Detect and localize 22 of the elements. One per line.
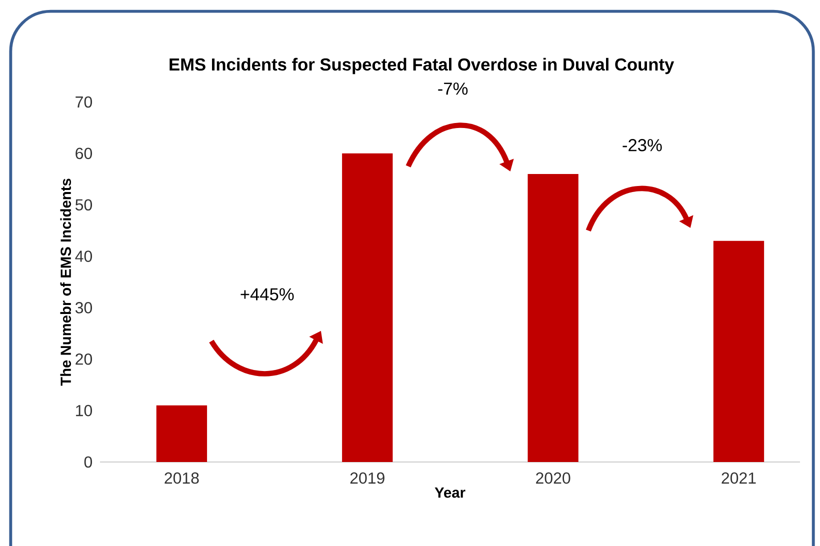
y-tick-label: 60 bbox=[76, 148, 92, 160]
x-tick-label: 2020 bbox=[536, 472, 570, 484]
y-tick-label: 40 bbox=[75, 250, 92, 262]
y-tick-label: 30 bbox=[75, 302, 92, 314]
y-tick-label: 50 bbox=[75, 199, 92, 211]
x-tick-label: 2021 bbox=[722, 472, 756, 484]
x-tick-label: 2019 bbox=[350, 472, 384, 484]
bar bbox=[528, 174, 578, 462]
y-axis-title: The Numebr of EMS Incidents bbox=[60, 178, 72, 386]
y-tick-label: 70 bbox=[76, 96, 92, 108]
chart-title: EMS Incidents for Suspected Fatal Overdose in Duval County bbox=[170, 58, 674, 74]
x-tick-label: 2018 bbox=[164, 472, 199, 484]
y-tick-label: 20 bbox=[76, 353, 92, 365]
text: -7% bbox=[438, 82, 468, 95]
y-tick-label: 10 bbox=[76, 404, 92, 416]
x-axis-title: Year bbox=[434, 488, 466, 498]
annotation: -23% bbox=[622, 139, 662, 152]
bar bbox=[156, 405, 208, 462]
y-tick-label: 0 bbox=[84, 456, 92, 468]
annotation: +445% bbox=[240, 288, 294, 300]
bar bbox=[713, 240, 764, 462]
bar bbox=[342, 153, 393, 462]
